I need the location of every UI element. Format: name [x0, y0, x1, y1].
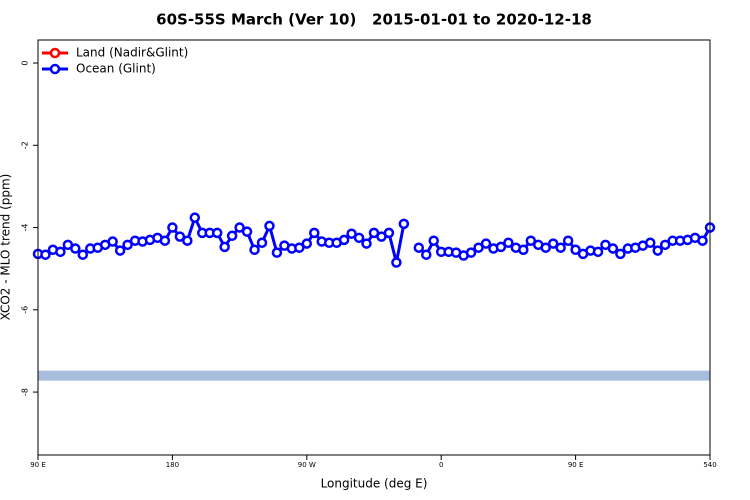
- series-point: [114, 245, 126, 256]
- series-point: [346, 228, 357, 239]
- series-point: [615, 248, 626, 260]
- plot-frame: [37, 39, 711, 456]
- series-point: [555, 242, 566, 253]
- series-point: [645, 237, 656, 249]
- series-point: [607, 243, 619, 254]
- series-point: [234, 222, 245, 233]
- series-point: [525, 235, 537, 246]
- series-point: [503, 237, 514, 249]
- y-tick-label: -2: [21, 141, 30, 149]
- series-point: [659, 239, 671, 251]
- series-point: [421, 249, 432, 260]
- x-tick-label: 90 E: [30, 461, 46, 469]
- y-tick-label: -4: [21, 224, 30, 232]
- series-point: [570, 244, 581, 256]
- series-point: [361, 238, 372, 249]
- series-point: [241, 226, 253, 237]
- series-point: [547, 238, 559, 249]
- legend-label: Land (Nadir&Glint): [76, 46, 188, 60]
- series-point: [697, 235, 708, 246]
- series-point: [338, 234, 350, 246]
- series-point: [562, 235, 574, 246]
- series-point: [473, 242, 484, 253]
- series-point: [256, 237, 268, 249]
- legend-marker: [49, 47, 61, 59]
- series-point: [174, 231, 186, 242]
- series-point: [159, 235, 171, 246]
- series-point: [55, 246, 66, 258]
- series-point: [480, 238, 492, 249]
- series-point: [70, 243, 81, 254]
- chart-title: 60S-55S March (Ver 10) 2015-01-01 to 202…: [156, 11, 592, 29]
- series-point: [353, 232, 365, 244]
- series-point: [167, 222, 178, 233]
- series-point: [182, 235, 193, 246]
- y-tick-label: -8: [21, 388, 30, 396]
- series-point: [652, 245, 663, 256]
- series-point: [301, 238, 313, 249]
- series-point: [40, 249, 51, 260]
- series-point: [592, 246, 604, 258]
- x-tick-label: 90 E: [568, 461, 584, 469]
- x-tick-label: 90 W: [298, 461, 316, 469]
- series-point: [518, 244, 529, 256]
- legend-marker: [49, 63, 61, 75]
- series-point: [122, 239, 133, 251]
- series-point: [77, 249, 89, 260]
- series-point: [249, 244, 260, 256]
- series-point: [226, 230, 238, 242]
- series-point: [189, 212, 201, 223]
- x-tick-label: 180: [166, 461, 179, 469]
- legend-label: Ocean (Glint): [76, 62, 156, 76]
- series-point: [309, 227, 320, 239]
- series-point: [383, 227, 395, 239]
- series-point: [271, 247, 283, 258]
- y-axis-label: XCO2 - MLO trend (ppm): [0, 174, 13, 321]
- series-point: [540, 242, 551, 253]
- series-point: [495, 241, 507, 253]
- series-point: [211, 227, 223, 239]
- series-point: [294, 242, 305, 253]
- y-tick-label: 0: [21, 60, 30, 65]
- x-tick-label: 540: [703, 461, 716, 469]
- series-point: [398, 218, 410, 230]
- x-axis-label: Longitude (deg E): [321, 477, 428, 491]
- series-point: [428, 235, 439, 246]
- series-point: [391, 257, 402, 268]
- series-point: [465, 247, 477, 258]
- y-tick-label: -6: [21, 306, 30, 314]
- series-point: [219, 241, 230, 253]
- series-point: [107, 236, 118, 247]
- x-tick-label: 0: [439, 461, 443, 469]
- series-point: [413, 242, 425, 253]
- series-point: [264, 220, 275, 232]
